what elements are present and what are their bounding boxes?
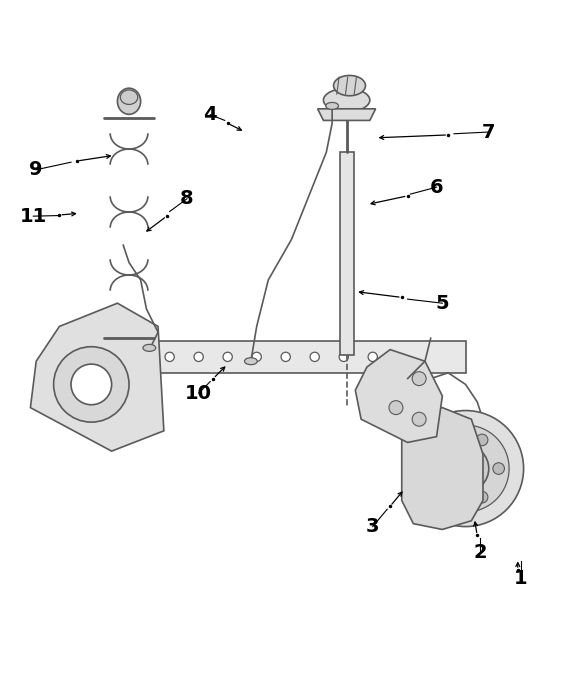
- Text: 4: 4: [203, 105, 217, 124]
- Text: 8: 8: [180, 189, 194, 208]
- Ellipse shape: [416, 382, 429, 389]
- Circle shape: [389, 401, 403, 414]
- Ellipse shape: [324, 89, 370, 112]
- Circle shape: [442, 445, 489, 491]
- Ellipse shape: [143, 344, 156, 352]
- Polygon shape: [402, 408, 483, 529]
- Circle shape: [412, 372, 426, 385]
- Polygon shape: [355, 349, 442, 442]
- Ellipse shape: [244, 358, 257, 364]
- Ellipse shape: [477, 418, 489, 427]
- Text: 3: 3: [366, 517, 380, 536]
- Circle shape: [368, 352, 377, 362]
- Circle shape: [165, 352, 174, 362]
- Circle shape: [252, 352, 261, 362]
- Circle shape: [493, 463, 504, 475]
- Bar: [340, 152, 353, 356]
- Ellipse shape: [117, 88, 141, 114]
- Circle shape: [54, 347, 129, 422]
- Circle shape: [412, 412, 426, 426]
- Text: 7: 7: [482, 122, 496, 141]
- Text: 10: 10: [185, 383, 212, 403]
- Circle shape: [476, 434, 488, 445]
- Polygon shape: [318, 109, 375, 120]
- Polygon shape: [106, 341, 466, 372]
- Text: 5: 5: [436, 293, 449, 313]
- Text: 2: 2: [473, 544, 487, 562]
- Circle shape: [443, 491, 455, 503]
- Circle shape: [194, 352, 203, 362]
- Ellipse shape: [120, 90, 138, 105]
- Circle shape: [476, 491, 488, 503]
- Circle shape: [427, 463, 438, 475]
- Circle shape: [310, 352, 319, 362]
- Circle shape: [408, 410, 524, 527]
- Circle shape: [422, 425, 509, 512]
- Circle shape: [454, 457, 477, 480]
- Text: 11: 11: [20, 207, 47, 226]
- Polygon shape: [30, 304, 164, 451]
- Circle shape: [443, 434, 455, 445]
- Text: 6: 6: [430, 178, 443, 197]
- Text: 9: 9: [30, 160, 43, 179]
- Ellipse shape: [333, 76, 366, 96]
- Circle shape: [223, 352, 232, 362]
- Circle shape: [339, 352, 349, 362]
- Circle shape: [281, 352, 290, 362]
- Text: 1: 1: [514, 569, 528, 588]
- Circle shape: [71, 364, 111, 405]
- Ellipse shape: [326, 103, 339, 110]
